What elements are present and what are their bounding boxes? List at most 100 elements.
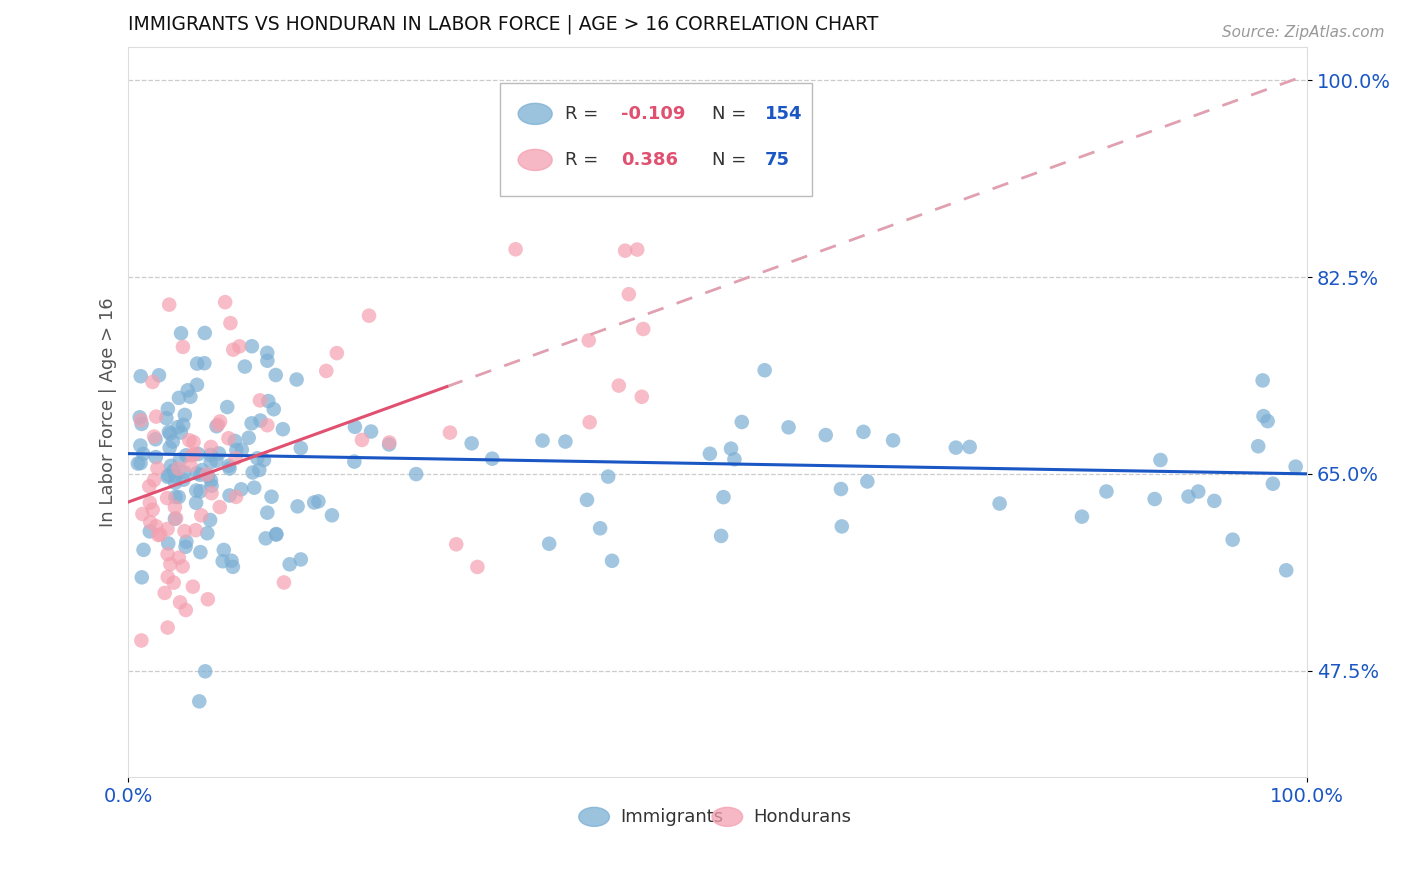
Point xyxy=(165,475,187,490)
Point xyxy=(162,464,184,478)
Point xyxy=(222,343,245,357)
Point xyxy=(1253,409,1275,424)
Point xyxy=(211,554,233,568)
Point xyxy=(190,508,212,523)
Point xyxy=(243,481,266,495)
Point xyxy=(219,316,242,330)
Point xyxy=(143,429,166,443)
Point xyxy=(183,447,205,461)
Point xyxy=(197,468,219,483)
Point xyxy=(188,694,211,708)
Point xyxy=(167,490,190,504)
Point xyxy=(460,436,482,450)
Point xyxy=(1251,373,1274,387)
Point xyxy=(194,665,217,679)
Point xyxy=(405,467,427,482)
Point xyxy=(256,418,278,433)
Point xyxy=(170,326,193,341)
Point xyxy=(713,490,735,504)
Point xyxy=(149,527,172,541)
Point xyxy=(240,417,263,431)
Point xyxy=(153,586,176,600)
Text: 75: 75 xyxy=(765,151,790,169)
Point xyxy=(170,425,193,440)
Point xyxy=(959,440,981,454)
Point xyxy=(162,434,184,449)
Point xyxy=(302,495,325,509)
Text: Source: ZipAtlas.com: Source: ZipAtlas.com xyxy=(1222,25,1385,40)
Point xyxy=(163,512,186,526)
Point xyxy=(238,431,260,445)
Point xyxy=(264,527,287,541)
Point xyxy=(607,378,630,392)
Point xyxy=(222,559,245,574)
Point xyxy=(1095,484,1118,499)
Point xyxy=(172,340,194,354)
Point xyxy=(131,633,153,648)
Point xyxy=(194,326,217,340)
Point xyxy=(132,542,155,557)
Point xyxy=(139,496,162,510)
Point xyxy=(195,526,218,541)
Point xyxy=(321,508,343,523)
Text: R =: R = xyxy=(565,151,603,169)
Point xyxy=(1261,476,1284,491)
Point xyxy=(287,500,309,514)
Point xyxy=(271,422,294,436)
Point xyxy=(190,484,212,499)
Point xyxy=(197,592,219,607)
Point xyxy=(167,391,190,405)
Point xyxy=(160,458,183,473)
Point xyxy=(179,434,201,448)
Point xyxy=(214,295,236,310)
Point xyxy=(253,453,276,467)
Text: Immigrants: Immigrants xyxy=(620,808,723,826)
Point xyxy=(148,528,170,542)
Point xyxy=(174,448,197,462)
Point xyxy=(172,417,194,432)
Point xyxy=(145,519,167,533)
Circle shape xyxy=(579,807,609,826)
Point xyxy=(233,359,256,374)
Point xyxy=(190,545,212,559)
Point xyxy=(179,390,201,404)
Point xyxy=(181,448,204,462)
Point xyxy=(360,425,382,439)
Point xyxy=(145,450,167,464)
Point xyxy=(169,595,191,609)
Point xyxy=(266,527,288,541)
Text: IMMIGRANTS VS HONDURAN IN LABOR FORCE | AGE > 16 CORRELATION CHART: IMMIGRANTS VS HONDURAN IN LABOR FORCE | … xyxy=(128,15,879,35)
Point xyxy=(193,356,215,370)
Point xyxy=(205,453,228,467)
Point xyxy=(127,457,149,471)
Point xyxy=(167,461,190,475)
Point xyxy=(285,372,308,386)
Point xyxy=(598,469,620,483)
Point xyxy=(173,524,195,538)
Point xyxy=(617,287,640,301)
Point xyxy=(1143,491,1166,506)
Point xyxy=(723,452,745,467)
Text: Hondurans: Hondurans xyxy=(754,808,851,826)
Point xyxy=(217,431,239,445)
Point xyxy=(183,435,205,450)
Point xyxy=(257,394,280,409)
Point xyxy=(273,575,295,590)
Point xyxy=(173,466,195,480)
Point xyxy=(205,419,228,434)
Point xyxy=(187,447,209,461)
Point xyxy=(148,368,170,383)
Point xyxy=(988,497,1011,511)
Point xyxy=(129,438,152,452)
Point xyxy=(578,334,600,348)
Point xyxy=(181,580,204,594)
Point xyxy=(307,494,329,508)
Point xyxy=(159,426,181,441)
Point xyxy=(200,479,222,493)
Point xyxy=(157,468,180,483)
Point xyxy=(778,420,800,434)
Text: -0.109: -0.109 xyxy=(621,105,686,123)
Point xyxy=(129,369,152,384)
Point xyxy=(221,554,243,568)
Point xyxy=(326,346,349,360)
